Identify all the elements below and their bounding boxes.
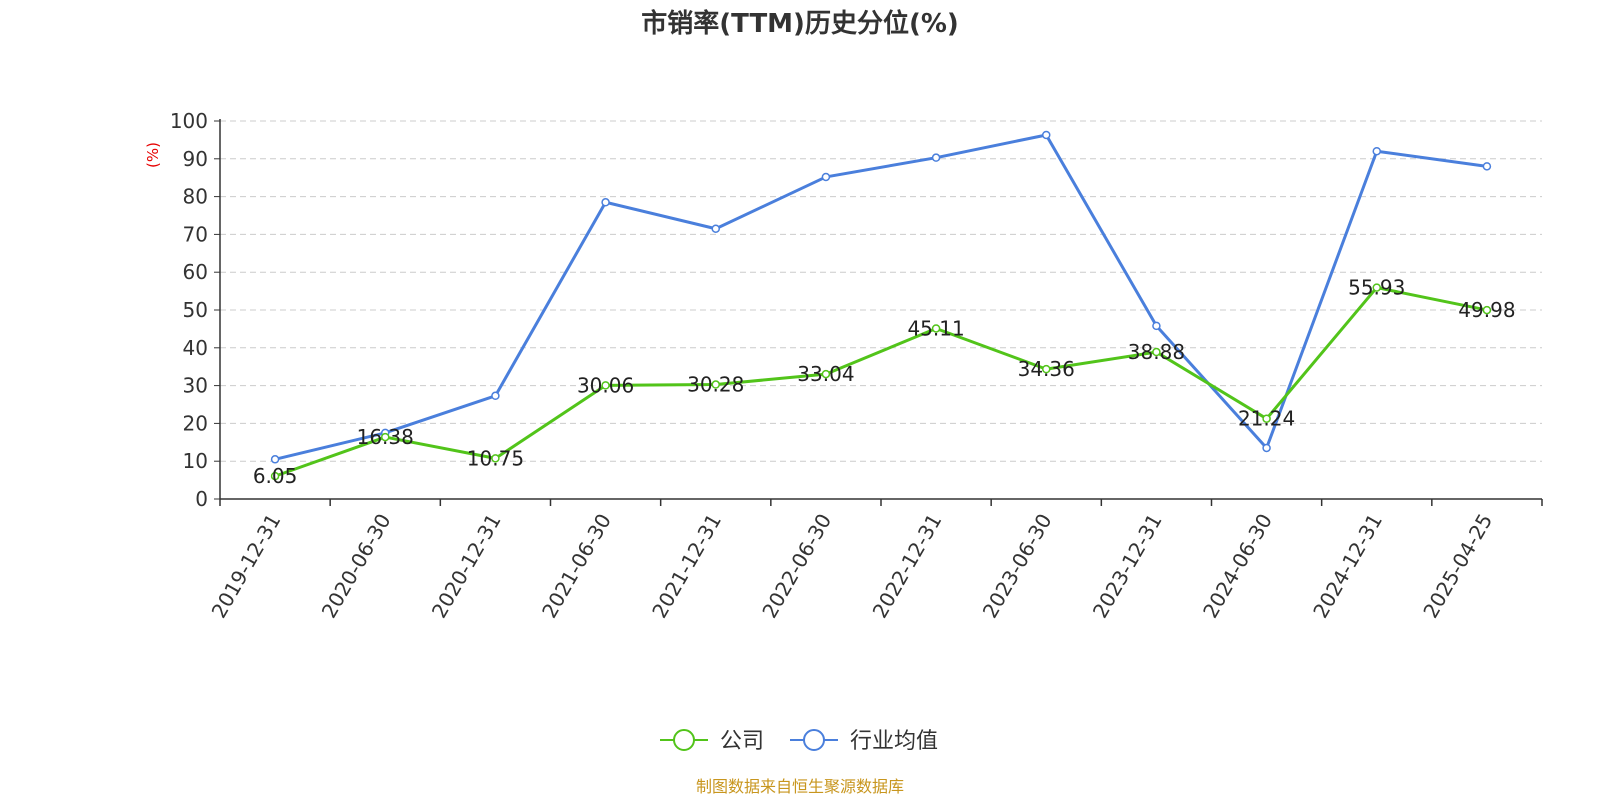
y-tick-label: 50 <box>183 298 208 322</box>
axes: 0 10 20 30 40 50 60 70 80 90 100 2019-12-31 2020-06-… <box>170 109 1543 623</box>
data-point-company <box>821 369 831 379</box>
data-point-company <box>381 432 390 442</box>
legend-company-label: 公司 <box>720 729 764 754</box>
data-point-industry <box>601 198 610 207</box>
x-tick-label: 2023-06-30 <box>978 510 1057 623</box>
series-lines <box>270 130 1492 481</box>
data-point-company <box>931 324 941 333</box>
x-tick-label: 2019-12-31 <box>207 510 286 623</box>
data-label: 33.04 <box>797 362 854 386</box>
x-tick-label: 2020-12-31 <box>427 510 506 623</box>
data-point-company <box>270 471 280 481</box>
grid-lines <box>220 120 1542 462</box>
series-line-company <box>274 286 1488 478</box>
legend-item-industry[interactable]: 行业均值 <box>790 729 938 754</box>
data-point-company <box>1152 347 1161 357</box>
data-point-industry <box>1152 321 1161 331</box>
data-point-company <box>491 454 500 463</box>
data-label: 10.75 <box>467 446 524 470</box>
x-tick-label: 2020-06-30 <box>317 510 396 623</box>
y-tick-label: 10 <box>183 449 208 473</box>
data-label: 6.05 <box>253 464 298 488</box>
data-label: 34.36 <box>1018 357 1075 381</box>
y-tick-label: 70 <box>183 222 208 246</box>
legend-item-company[interactable]: 公司 <box>660 729 764 754</box>
y-tick-label: 80 <box>183 185 208 209</box>
x-tick-label: 2025-04-25 <box>1418 510 1497 623</box>
data-labels: 6.05 16.38 10.75 30.06 30.28 33.04 45.11 34.36 3… <box>253 276 1516 489</box>
data-point-industry <box>1042 130 1051 140</box>
data-point-company <box>1262 414 1271 423</box>
data-point-industry <box>821 172 831 182</box>
data-point-industry <box>711 224 720 233</box>
source-note: 制图数据来自恒生聚源数据库 <box>696 777 904 796</box>
data-point-industry <box>931 153 941 162</box>
y-tick-label: 20 <box>183 411 208 435</box>
y-tick-label: 90 <box>183 147 208 171</box>
data-label: 45.11 <box>907 316 964 340</box>
data-point-company <box>711 380 720 389</box>
data-point-company <box>1042 364 1051 374</box>
y-tick-label: 0 <box>195 487 208 511</box>
x-tick-label: 2021-06-30 <box>537 510 616 623</box>
data-point-company <box>1372 283 1381 292</box>
data-point-industry <box>270 455 280 464</box>
legend-company-marker <box>673 729 695 751</box>
data-label: 30.28 <box>687 373 744 397</box>
y-tick-label: 40 <box>183 336 208 360</box>
x-tick-label: 2024-06-30 <box>1198 510 1277 623</box>
x-tick-label: 2024-12-31 <box>1308 510 1387 623</box>
data-point-industry <box>1372 146 1381 156</box>
data-label: 49.98 <box>1458 298 1515 322</box>
data-label: 21.24 <box>1238 407 1295 431</box>
data-point-company <box>601 381 610 390</box>
data-point-industry <box>1482 162 1492 171</box>
data-label: 30.06 <box>577 373 634 397</box>
legend-industry-marker <box>803 729 825 751</box>
y-axis-unit-label: (%) <box>144 142 162 168</box>
data-label: 38.88 <box>1128 340 1185 364</box>
series-line-industry <box>274 133 1488 461</box>
data-point-company <box>1482 305 1492 315</box>
chart-title: 市销率(TTM)历史分位(%) <box>641 8 959 39</box>
x-tick-label: 2023-12-31 <box>1088 510 1167 623</box>
legend-industry-label: 行业均值 <box>850 729 938 754</box>
x-tick-label: 2022-12-31 <box>868 510 947 623</box>
data-point-industry <box>1262 443 1271 453</box>
x-tick-label: 2021-12-31 <box>647 510 726 623</box>
data-point-industry <box>491 391 500 401</box>
y-tick-label: 60 <box>183 260 208 284</box>
data-label: 16.38 <box>357 425 414 449</box>
y-tick-label: 30 <box>183 374 208 398</box>
y-tick-label: 100 <box>170 109 208 133</box>
x-tick-label: 2022-06-30 <box>757 510 836 623</box>
data-label: 55.93 <box>1348 276 1405 300</box>
legend: 公司 行业均值 <box>660 729 938 754</box>
